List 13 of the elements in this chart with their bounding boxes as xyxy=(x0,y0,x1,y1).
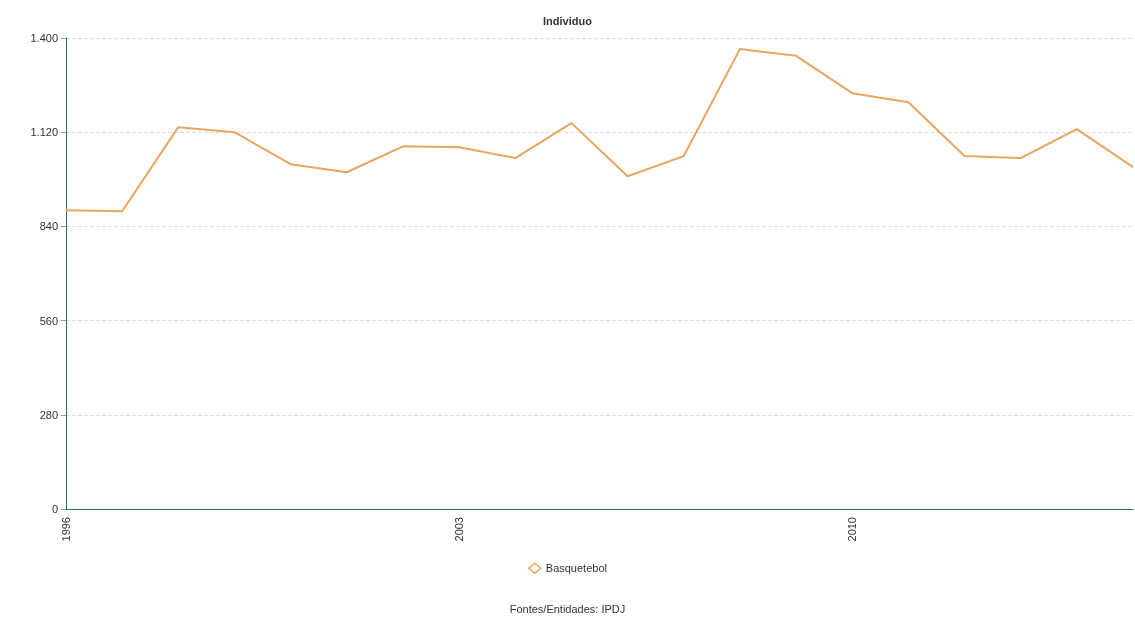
chart-title: Individuo xyxy=(543,14,593,27)
y-tick-label: 560 xyxy=(39,314,58,327)
line-series xyxy=(65,48,1134,213)
y-tick-label: 0 xyxy=(51,503,58,515)
text: Fontes/Entidades: IPDJ xyxy=(509,602,626,615)
y-tick-label: 1.120 xyxy=(30,126,58,139)
legend-label: Basquetebol xyxy=(545,562,607,575)
x-tick-label: 1996 xyxy=(60,517,72,542)
x-tick-label: 2010 xyxy=(846,517,859,542)
y-tick-label: 280 xyxy=(39,408,58,421)
y-tick-label: 1.400 xyxy=(30,32,58,44)
x-tick-label: 2003 xyxy=(453,517,466,542)
y-tick-label: 840 xyxy=(39,220,58,233)
